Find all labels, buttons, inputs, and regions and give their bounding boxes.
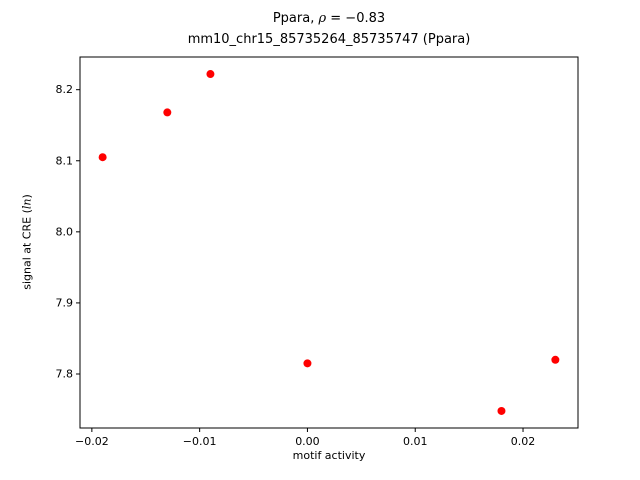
data-point <box>551 355 560 364</box>
y-axis-label-prefix: signal at CRE ( <box>20 209 34 290</box>
chart-title-pre: Ppara, <box>272 11 319 26</box>
data-point <box>206 70 215 79</box>
axes-frame <box>79 56 579 429</box>
chart-title: Ppara, ρ = −0.83 <box>80 10 578 28</box>
chart-subtitle: mm10_chr15_85735264_85735747 (Ppara) <box>187 32 471 47</box>
data-point <box>163 108 172 117</box>
data-point <box>497 406 506 415</box>
y-tick-label: 7.9 <box>56 296 74 309</box>
chart-title-rho: ρ <box>318 11 327 26</box>
y-tick-label: 7.8 <box>56 367 74 380</box>
y-axis-label: signal at CRE (ln) <box>21 194 34 290</box>
data-point <box>303 359 312 368</box>
x-tick-label: 0.00 <box>295 435 320 448</box>
y-tick-label: 8.0 <box>56 225 74 238</box>
y-tick-label: 8.2 <box>56 83 74 96</box>
chart-title-post: = −0.83 <box>326 11 386 26</box>
y-axis-label-italic: ln <box>20 198 34 210</box>
x-tick-label: −0.02 <box>75 435 109 448</box>
y-axis-label-suffix: ) <box>20 194 34 199</box>
x-axis-label: motif activity <box>292 449 366 462</box>
y-tick-label: 8.1 <box>56 154 74 167</box>
data-point <box>98 153 107 162</box>
x-tick-label: −0.01 <box>183 435 217 448</box>
x-tick-label: 0.01 <box>403 435 428 448</box>
x-tick-label: 0.02 <box>511 435 536 448</box>
